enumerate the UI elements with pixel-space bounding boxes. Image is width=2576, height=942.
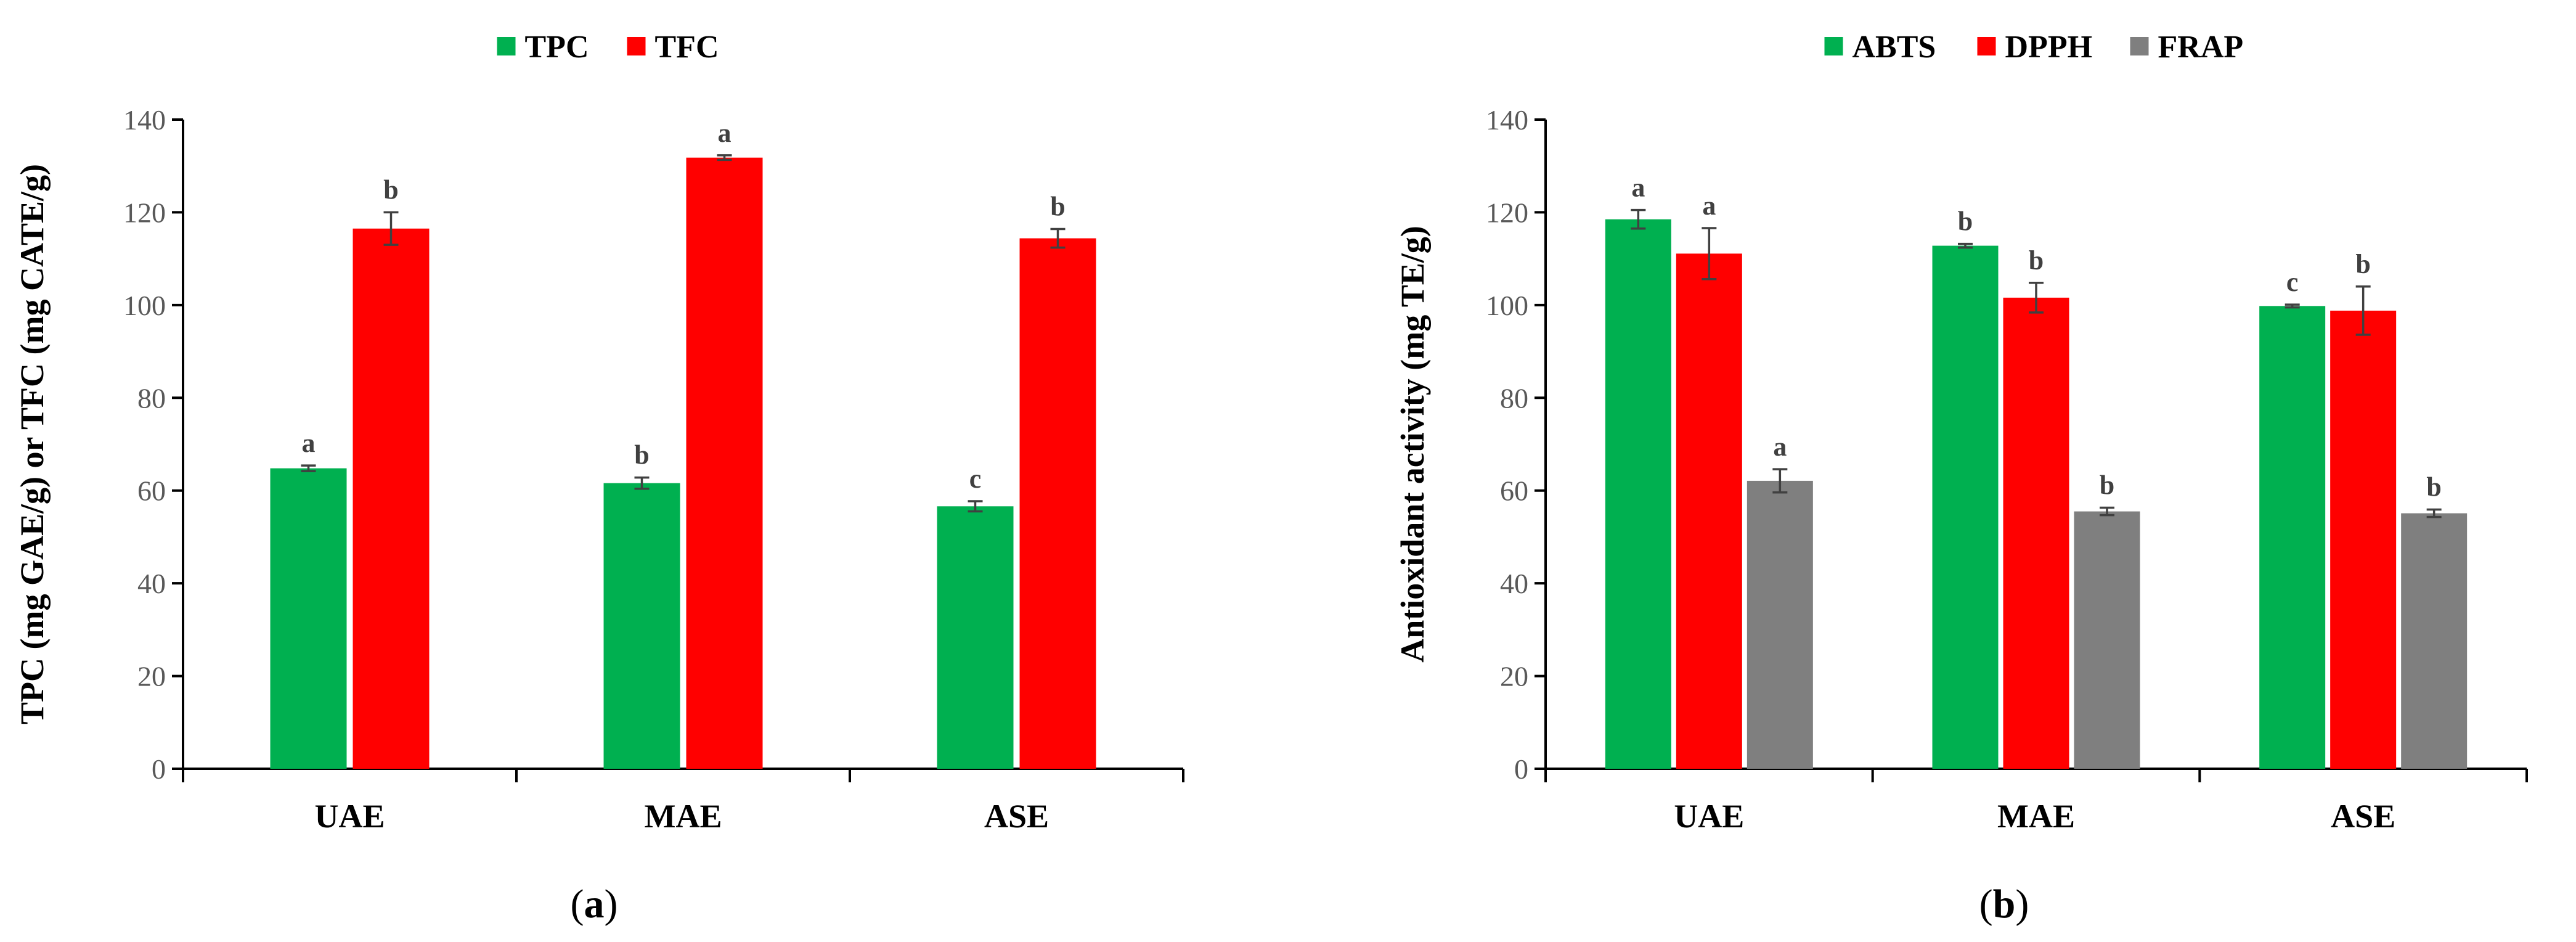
bar-tpc-mae bbox=[603, 483, 680, 769]
legend-label-dpph: DPPH bbox=[2005, 30, 2093, 65]
legend-label-abts: ABTS bbox=[1853, 30, 1936, 65]
significance-letter: b bbox=[634, 440, 649, 470]
panel-a: 0 20 40 60 80 100 120 140 a b UAE b a MAE c b ASE TPC (mg… bbox=[14, 30, 1184, 927]
bar-dpph-ase bbox=[2330, 310, 2397, 769]
bar-frap-mae bbox=[2074, 511, 2140, 769]
legend-swatch-abts bbox=[1824, 37, 1843, 55]
y-tick-label: 60 bbox=[137, 475, 166, 507]
y-tick-label: 20 bbox=[1500, 661, 1528, 692]
significance-letter: c bbox=[2286, 267, 2299, 297]
significance-letter: b bbox=[383, 174, 398, 205]
bar-tpc-ase bbox=[937, 506, 1014, 769]
bar-tpc-uae bbox=[270, 468, 347, 769]
bar-tfc-mae bbox=[686, 157, 763, 769]
y-tick-label: 0 bbox=[152, 753, 166, 785]
bar-tfc-ase bbox=[1019, 238, 1096, 769]
y-tick-label: 80 bbox=[137, 382, 166, 414]
y-tick-label: 40 bbox=[1500, 568, 1528, 599]
significance-letter: b bbox=[2426, 472, 2441, 502]
y-tick-label: 100 bbox=[1486, 290, 1528, 321]
legend-swatch-tpc bbox=[497, 37, 516, 55]
significance-letter: a bbox=[302, 428, 316, 458]
panel-label: (a) bbox=[571, 882, 618, 927]
significance-letter: a bbox=[1773, 432, 1787, 462]
significance-letter: b bbox=[2029, 245, 2044, 276]
legend: ABTS DPPH FRAP bbox=[1824, 30, 2244, 65]
y-tick-label: 140 bbox=[1486, 104, 1528, 136]
legend-swatch-frap bbox=[2130, 37, 2149, 55]
x-category-label: ASE bbox=[2331, 798, 2395, 835]
significance-letter: b bbox=[2355, 249, 2370, 279]
y-tick-label: 0 bbox=[1514, 753, 1528, 785]
legend-label-tpc: TPC bbox=[525, 30, 589, 65]
bar-abts-mae bbox=[1932, 245, 1999, 769]
legend-swatch-tfc bbox=[627, 37, 646, 55]
y-tick-label: 120 bbox=[123, 197, 166, 228]
bar-dpph-mae bbox=[2003, 297, 2069, 769]
y-axis-label: Antioxidant activity (mg TE/g) bbox=[1394, 226, 1431, 663]
y-tick-label: 60 bbox=[1500, 475, 1528, 507]
legend-label-frap: FRAP bbox=[2158, 30, 2244, 65]
bar-frap-uae bbox=[1747, 480, 1813, 769]
y-tick-label: 120 bbox=[1486, 197, 1528, 228]
legend-swatch-dpph bbox=[1977, 37, 1996, 55]
significance-letter: b bbox=[1050, 192, 1065, 222]
y-axis-label: TPC (mg GAE/g) or TFC (mg CATE/g) bbox=[14, 164, 51, 724]
x-category-label: MAE bbox=[1997, 798, 2075, 835]
x-category-label: MAE bbox=[645, 798, 722, 835]
significance-letter: a bbox=[1631, 173, 1645, 203]
bar-frap-ase bbox=[2401, 513, 2468, 769]
y-tick-label: 20 bbox=[137, 661, 166, 692]
significance-letter: c bbox=[969, 464, 982, 494]
legend: TPC TFC bbox=[497, 30, 719, 65]
bar-dpph-uae bbox=[1676, 253, 1742, 769]
x-category-label: ASE bbox=[984, 798, 1049, 835]
panel-b: 0 20 40 60 80 100 120 140 a a a UAE b b b MAE c b b ASE Anti… bbox=[1394, 30, 2528, 927]
legend-label-tfc: TFC bbox=[655, 30, 719, 65]
significance-letter: b bbox=[1958, 207, 1973, 237]
y-tick-label: 40 bbox=[137, 568, 166, 599]
x-category-label: UAE bbox=[314, 798, 385, 835]
significance-letter: a bbox=[1702, 190, 1716, 221]
bar-abts-uae bbox=[1605, 219, 1671, 769]
significance-letter: a bbox=[718, 118, 732, 148]
y-tick-label: 80 bbox=[1500, 382, 1528, 414]
bar-abts-ase bbox=[2259, 306, 2326, 769]
bar-tfc-uae bbox=[353, 228, 430, 769]
significance-letter: b bbox=[2100, 470, 2114, 501]
y-tick-label: 140 bbox=[123, 104, 166, 136]
y-tick-label: 100 bbox=[123, 290, 166, 321]
panel-label: (b) bbox=[1979, 882, 2029, 927]
x-category-label: UAE bbox=[1674, 798, 1744, 835]
